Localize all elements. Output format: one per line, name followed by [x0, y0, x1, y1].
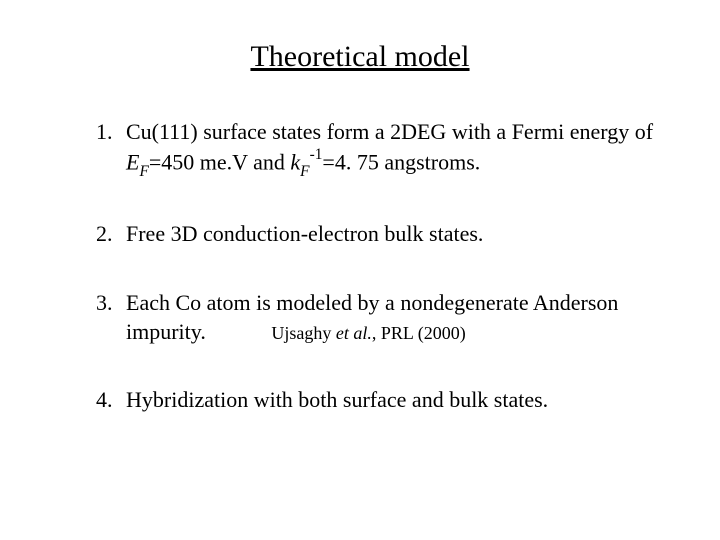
list-item-4: 4. Hybridization with both surface and b… — [96, 386, 660, 415]
cite-pre: Ujsaghy — [271, 323, 336, 343]
slide: Theoretical model 1. Cu(111) surface sta… — [0, 0, 720, 540]
ef-equals: =450 me.V and — [149, 149, 291, 174]
item-number: 1. — [96, 118, 113, 147]
item-number: 2. — [96, 220, 113, 249]
item-number: 3. — [96, 289, 113, 318]
list-item-2: 2. Free 3D conduction-electron bulk stat… — [96, 220, 660, 249]
numbered-list: 1. Cu(111) surface states form a 2DEG wi… — [60, 118, 660, 415]
item-text: Hybridization with both surface and bulk… — [126, 387, 548, 412]
kf-subscript: F — [300, 163, 309, 180]
slide-title: Theoretical model — [60, 40, 660, 74]
item-text: Free 3D conduction-electron bulk states. — [126, 221, 483, 246]
cite-post: , PRL (2000) — [372, 323, 466, 343]
list-item-1: 1. Cu(111) surface states form a 2DEG wi… — [96, 118, 660, 180]
citation: Ujsaghy et al., PRL (2000) — [271, 322, 465, 345]
kf-equals: =4. 75 angstroms. — [322, 149, 480, 174]
list-item-3: 3. Each Co atom is modeled by a nondegen… — [96, 289, 660, 346]
cite-italic: et al. — [336, 323, 372, 343]
item-number: 4. — [96, 386, 113, 415]
kf-superscript: -1 — [310, 146, 323, 163]
ef-subscript: F — [139, 163, 148, 180]
ef-symbol: E — [126, 149, 139, 174]
item-text-pre: Cu(111) surface states form a 2DEG with … — [126, 119, 653, 144]
kf-symbol: k — [290, 149, 300, 174]
